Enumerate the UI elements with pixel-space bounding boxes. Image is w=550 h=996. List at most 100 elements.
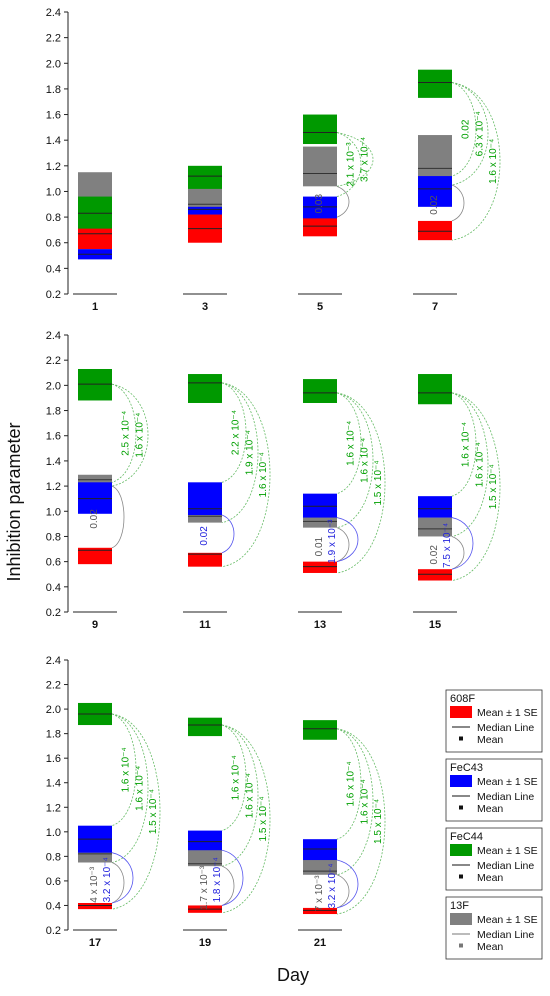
legend-swatch (450, 913, 472, 925)
y-tick-label: 1.0 (46, 506, 61, 518)
y-tick-label: 0.4 (46, 900, 61, 912)
chart-panels: 0.20.40.60.81.01.21.41.61.82.02.22.41 3 52… (46, 7, 501, 949)
p-value-label: 1.6 x 10⁻⁴ (359, 438, 370, 483)
comparison-arc (221, 724, 271, 914)
comparison-arc (111, 713, 137, 827)
y-tick-label: 1.4 (46, 778, 61, 790)
p-value-label: 1.6 x 10⁻⁴ (488, 139, 499, 184)
y-tick-label: 1.2 (46, 161, 61, 173)
legend-box (445, 758, 543, 822)
box-fec43 (303, 196, 337, 219)
p-value-label: 1.6 x 10⁻⁴ (134, 766, 145, 811)
p-value-label: 1.6 x 10⁻⁴ (461, 422, 472, 467)
legend-item: Mean ± 1 SE (477, 914, 538, 926)
comparison-arc (451, 517, 474, 570)
p-value-label: 1.6 x 10⁻⁴ (231, 755, 242, 800)
box-13f (418, 517, 452, 537)
legend-swatch (450, 706, 472, 718)
p-value-label: 7 x 10⁻³ (314, 875, 325, 912)
comparison-arc (451, 392, 477, 497)
box-fec43 (188, 830, 222, 851)
legend-mean-marker (459, 874, 463, 879)
y-tick-label: 0.4 (46, 582, 61, 594)
legend-swatch (450, 775, 472, 787)
p-value-label: 0.02 (429, 195, 440, 215)
p-value-label: 1.6 x 10⁻⁴ (244, 773, 255, 818)
p-value-label: 0.02 (89, 509, 100, 529)
comparison-arc (221, 382, 259, 523)
legend-item: Median Line (477, 929, 534, 941)
comparison-arc (221, 514, 235, 554)
day-panel-3: 3 (183, 165, 227, 313)
legend-box (445, 896, 543, 960)
p-value-label: 2.5 x 10⁻⁴ (121, 411, 132, 456)
legend-item: Median Line (477, 791, 534, 803)
y-tick-label: 0.6 (46, 238, 61, 250)
box-fec44 (78, 368, 112, 401)
box-608f (78, 903, 112, 910)
p-value-label: 1.8 x 10⁻⁴ (212, 857, 223, 902)
y-tick-label: 0.2 (46, 289, 61, 301)
box-fec44 (303, 720, 337, 740)
day-panel-13: 131.6 x 10⁻⁴ 1.6 x 10⁻⁴1.5 x 10⁻⁴0.01 1.9 … (298, 379, 386, 631)
p-value-label: 1.5 x 10⁻⁴ (148, 789, 159, 834)
p-value-label: 1.5 x 10⁻⁴ (488, 464, 499, 509)
p-value-label: 1.6 x 10⁻⁴ (258, 452, 269, 497)
y-tick-label: 1.8 (46, 406, 61, 418)
day-panel-5: 5 2.1 x 10⁻³ 3.7 x 10⁻⁴ 0.03 (298, 114, 374, 313)
y-tick-label: 0.8 (46, 212, 61, 224)
legend-mean-marker (459, 943, 463, 948)
legend-title: 13F (450, 900, 469, 912)
y-tick-label: 1.6 (46, 431, 61, 443)
box-608f (303, 907, 337, 915)
p-value-label: 6.3 x 10⁻⁴ (474, 111, 485, 156)
comparison-arc (111, 383, 137, 483)
comparison-arc (336, 874, 350, 909)
day-label: 3 (202, 301, 208, 313)
day-panel-11: 11 2.2 x 10⁻⁴ 1.9 x 10⁻⁴ 1.6 x 10⁻⁴ 0.02 (183, 374, 271, 631)
y-tick-label: 1.6 (46, 110, 61, 122)
day-label: 11 (199, 619, 211, 631)
box-13f (303, 146, 337, 187)
y-tick-label: 2.4 (46, 655, 61, 667)
comparison-arc (221, 849, 244, 906)
p-value-label: 1.5 x 10⁻⁴ (373, 799, 384, 844)
y-tick-label: 1.6 (46, 753, 61, 765)
comparison-arc (336, 859, 359, 909)
box-13f (188, 849, 222, 867)
comparison-arc (336, 728, 362, 840)
day-label: 5 (317, 301, 323, 313)
y-tick-label: 1.2 (46, 481, 61, 493)
box-fec43 (418, 176, 452, 207)
p-value-label: 0.03 (314, 194, 325, 214)
day-panel-19: 191.6 x 10⁻⁴ 1.6 x 10⁻⁴1.5 x 10⁻⁴1.7 x 10… (183, 717, 271, 949)
comparison-arc (451, 392, 501, 581)
p-value-label: 1.9 x 10⁻⁴ (244, 430, 255, 475)
p-value-label: 1.6 x 10⁻⁴ (359, 779, 370, 824)
comparison-arc (336, 728, 374, 876)
comparison-arc (336, 132, 362, 197)
p-value-label: 0.02 (199, 526, 210, 546)
box-608f (188, 552, 222, 567)
box-fec43 (303, 839, 337, 861)
legend-title: FeC44 (450, 831, 483, 843)
y-tick-label: 2.0 (46, 380, 61, 392)
box-608f (78, 228, 112, 250)
x-axis-label: Day (277, 965, 309, 985)
comparison-arc (111, 713, 149, 863)
comparison-arc (451, 536, 465, 570)
box-fec43 (188, 206, 222, 215)
day-label: 17 (89, 937, 101, 949)
legend-item: Mean ± 1 SE (477, 707, 538, 719)
day-panel-15: 151.6 x 10⁻⁴ 1.6 x 10⁻⁴ 1.5 x 10⁻⁴0.02 7.5 … (413, 374, 501, 631)
p-value-label: 4 x 10⁻³ (89, 866, 100, 903)
y-tick-label: 2.4 (46, 330, 61, 342)
y-tick-label: 0.2 (46, 925, 61, 937)
day-label: 9 (92, 619, 98, 631)
box-608f (303, 561, 337, 573)
p-value-label: 1.6 x 10⁻⁴ (134, 413, 145, 458)
